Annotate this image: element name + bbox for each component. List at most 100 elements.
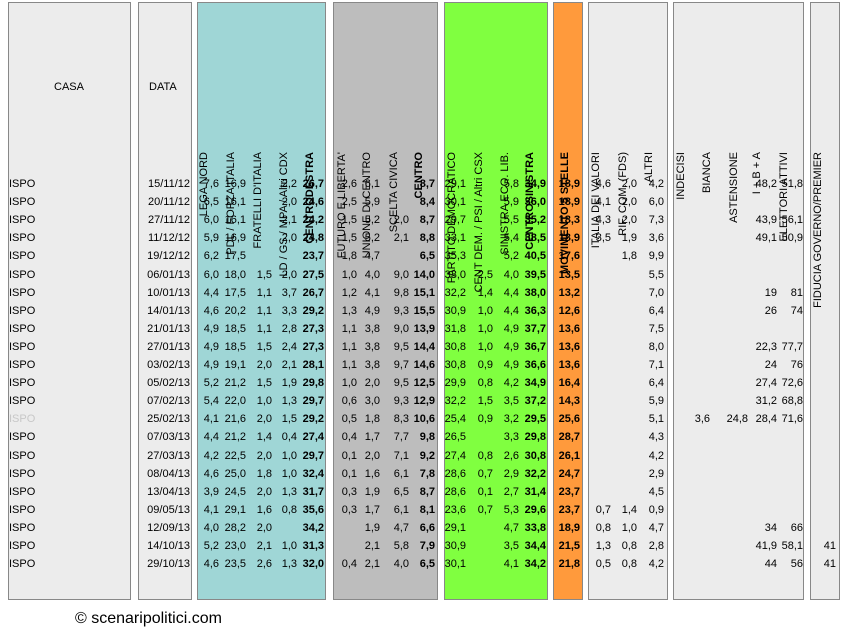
row-value: 1,3 (595, 540, 611, 552)
row-value: 1,8 (621, 250, 637, 263)
row-value: 19,1 (224, 359, 246, 371)
row-casa: ISPO (9, 377, 36, 390)
row-value: 14,0 (413, 268, 435, 281)
row-value: 1,0 (281, 540, 297, 552)
row-value: 18,5 (224, 322, 246, 335)
row-value: 28,4 (755, 413, 777, 426)
row-value: 1,0 (477, 322, 493, 335)
row-value: 12,5 (413, 377, 435, 390)
row-value: 24,8 (726, 413, 748, 426)
row-value: 34,9 (524, 377, 546, 390)
row-value: 56,1 (781, 214, 803, 227)
row-value: 21,2 (224, 431, 246, 444)
row-value: 2,1 (393, 232, 409, 245)
row-date: 03/02/13 (147, 359, 190, 371)
row-value: 1,8 (364, 413, 380, 426)
row-value: 27,3 (302, 322, 324, 335)
row-value: 1,6 (364, 467, 380, 480)
row-value: 4,3 (595, 214, 611, 227)
row-value: 27,4 (302, 431, 324, 444)
row-value: 29,8 (524, 431, 546, 444)
row-value: 68,8 (781, 395, 803, 408)
row-value: 1,9 (364, 485, 380, 498)
row-casa: ISPO (9, 395, 36, 408)
row-value: 8,8 (419, 232, 435, 245)
row-value: 9,7 (393, 359, 409, 371)
row-casa: ISPO (9, 178, 36, 190)
row-value: 36,7 (524, 340, 546, 353)
row-value: 29,7 (302, 395, 324, 408)
row-casa: ISPO (9, 558, 36, 571)
row-value: 36,6 (524, 359, 546, 371)
row-value: 0,7 (477, 503, 493, 516)
row-value: 0,4 (341, 558, 357, 571)
row-value: 6,1 (393, 467, 409, 480)
row-value: 31,8 (444, 322, 466, 335)
row-value: 2,2 (281, 178, 297, 190)
row-value: 29,1 (444, 521, 466, 534)
row-value: 18,0 (224, 268, 246, 281)
row-value: 18,5 (224, 340, 246, 353)
panel-astensione (673, 2, 804, 600)
row-value: 0,8 (621, 558, 637, 571)
row-value: 4,7 (364, 250, 380, 263)
row-value: 5,5 (648, 268, 664, 281)
row-value: 4,4 (503, 286, 519, 299)
row-value: 2,9 (503, 467, 519, 480)
row-value: 18,3 (558, 214, 580, 227)
row-value: 41 (823, 540, 836, 552)
row-value: 3,8 (364, 359, 380, 371)
row-value: 41,9 (755, 540, 777, 552)
row-value: 2,0 (621, 214, 637, 227)
row-value: 34,2 (302, 521, 324, 534)
row-value: 24,8 (302, 232, 324, 245)
row-value: 1,0 (281, 467, 297, 480)
row-value: 26,7 (302, 178, 324, 190)
row-date: 27/11/12 (147, 214, 190, 227)
row-value: 5,2 (203, 377, 219, 390)
row-value: 18,9 (558, 521, 580, 534)
row-value: 12,9 (413, 395, 435, 408)
row-value: 36,3 (524, 304, 546, 317)
row-value: 28,2 (224, 521, 246, 534)
row-value: 9,3 (393, 395, 409, 408)
row-casa: ISPO (9, 413, 36, 426)
row-value: 5,1 (648, 413, 664, 426)
row-value: 25,0 (224, 467, 246, 480)
panel-m5s (553, 2, 583, 600)
row-value: 30,1 (444, 196, 466, 209)
row-value: 4,9 (203, 340, 219, 353)
row-value: 5,2 (203, 540, 219, 552)
row-value: 43,9 (755, 214, 777, 227)
panel-casa (8, 2, 131, 600)
row-value: 5,3 (503, 503, 519, 516)
row-value: 2,8 (648, 540, 664, 552)
row-value: 6,6 (419, 521, 435, 534)
row-value: 48,2 (755, 178, 777, 190)
row-value: 0,4 (341, 431, 357, 444)
row-value: 2,0 (281, 232, 297, 245)
row-date: 14/01/13 (147, 304, 190, 317)
row-value: 14,3 (558, 395, 580, 408)
row-value: 6,2 (203, 250, 219, 263)
row-date: 19/12/12 (147, 250, 190, 263)
row-value: 26,5 (444, 431, 466, 444)
row-value: 13,6 (558, 322, 580, 335)
row-value: 1,5 (256, 268, 272, 281)
row-value: 1,3 (341, 304, 357, 317)
row-value: 29,7 (444, 214, 466, 227)
row-value: 33,8 (524, 521, 546, 534)
row-value: 33,0 (444, 268, 466, 281)
row-value: 1,5 (477, 395, 493, 408)
row-value: 1,3 (281, 485, 297, 498)
row-value: 74 (790, 304, 803, 317)
row-value: 32,2 (444, 395, 466, 408)
row-value: 6,0 (203, 214, 219, 227)
row-value: 0,8 (595, 521, 611, 534)
row-casa: ISPO (9, 268, 36, 281)
row-value: 19 (764, 286, 777, 299)
row-value: 7,1 (648, 359, 664, 371)
row-value: 29,6 (524, 503, 546, 516)
row-value: 1,5 (281, 413, 297, 426)
copyright-footer: © scenaripolitici.com (75, 610, 222, 627)
